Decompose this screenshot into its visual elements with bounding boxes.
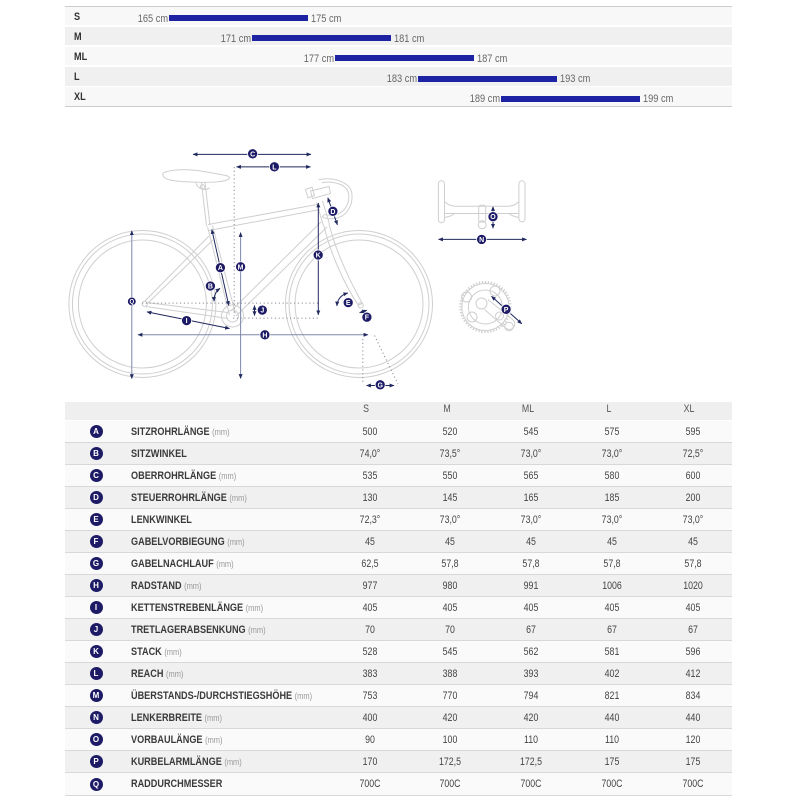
svg-text:B: B — [208, 284, 213, 291]
svg-text:K: K — [316, 253, 321, 260]
svg-text:O: O — [490, 214, 496, 221]
svg-text:L: L — [272, 164, 277, 171]
svg-text:D: D — [330, 209, 335, 216]
svg-text:F: F — [365, 315, 370, 322]
svg-text:I: I — [186, 318, 188, 325]
svg-text:H: H — [262, 332, 267, 339]
svg-text:M: M — [238, 264, 244, 271]
svg-text:N: N — [479, 237, 484, 244]
svg-text:Q: Q — [129, 300, 134, 306]
svg-text:J: J — [260, 308, 264, 315]
svg-text:G: G — [377, 382, 383, 389]
svg-text:C: C — [250, 151, 255, 158]
svg-text:P: P — [504, 307, 509, 314]
svg-text:A: A — [218, 265, 223, 272]
svg-text:E: E — [346, 300, 351, 307]
